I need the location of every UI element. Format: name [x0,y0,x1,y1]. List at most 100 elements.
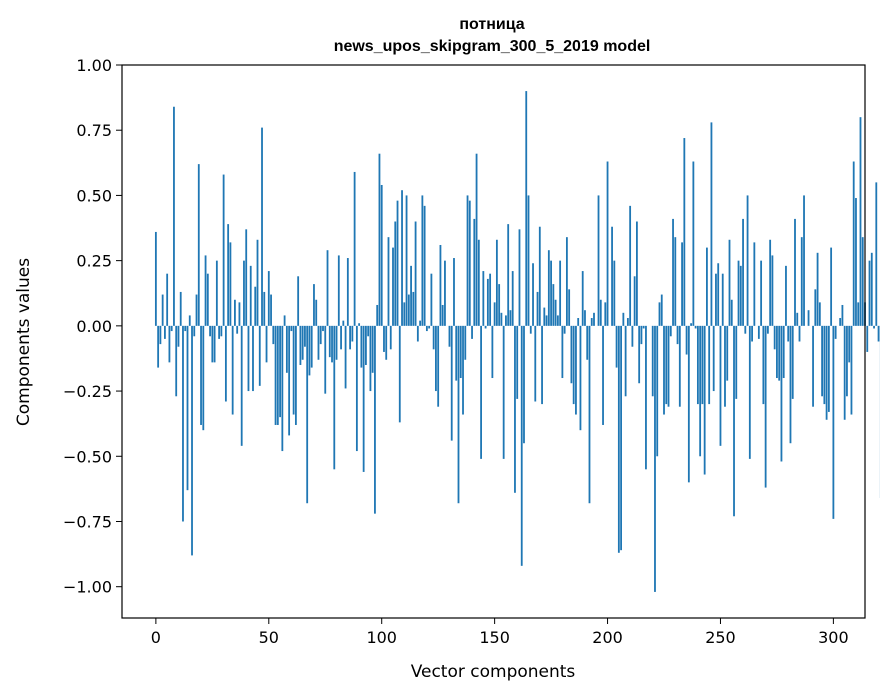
bar-48 [263,291,266,326]
bar-38 [240,325,243,446]
bar-99 [378,153,381,326]
bar-120 [425,325,428,332]
bar-270 [764,325,767,488]
bar-128 [444,260,446,326]
bar-273 [771,255,774,326]
bar-151 [495,239,498,326]
bar-269 [762,325,765,405]
bar-251 [721,273,724,326]
bar-303 [839,318,842,326]
bar-23 [206,273,209,326]
bar-13 [184,325,187,332]
bar-312 [859,117,862,326]
bar-282 [791,325,794,399]
bar-311 [857,302,860,326]
bar-122 [430,273,433,326]
bar-140 [471,325,473,339]
bar-36 [236,325,239,334]
bar-171 [541,325,543,405]
bar-63 [297,276,300,326]
bar-308 [850,325,853,415]
bar-275 [776,325,778,379]
bar-295 [821,325,823,397]
bar-309 [852,161,855,326]
bar-188 [579,325,582,431]
x-tick-label: 0 [151,628,161,647]
y-tick-label: 0.00 [76,317,112,336]
bar-42 [249,265,252,326]
bar-118 [421,195,424,326]
bar-11 [179,291,182,326]
bar-137 [464,325,467,360]
bar-102 [385,325,388,360]
bar-170 [538,226,541,326]
bar-239 [694,325,697,329]
bar-292 [814,289,817,326]
bar-230 [674,237,677,326]
bar-70 [313,284,315,326]
bar-222 [656,325,659,457]
bar-14 [186,325,189,491]
bar-297 [825,325,828,420]
bar-211 [631,325,634,347]
bar-138 [466,195,469,326]
bar-79 [333,325,336,470]
bar-8 [173,106,175,326]
bar-286 [800,237,803,326]
bar-215 [640,325,643,345]
bar-125 [437,325,440,407]
bar-83 [342,320,345,326]
bar-209 [626,318,629,326]
bar-207 [622,312,625,326]
bar-114 [412,291,415,326]
bar-7 [170,325,173,332]
bar-29 [220,325,223,337]
bar-194 [593,312,595,326]
bar-59 [288,325,291,436]
bar-146 [484,325,487,329]
bar-159 [514,325,516,493]
bar-30 [222,174,225,326]
bar-57 [283,315,286,326]
bar-108 [398,325,401,423]
bar-127 [441,304,444,326]
bar-15 [188,315,191,326]
bar-285 [798,325,801,342]
bar-272 [769,239,772,326]
bar-49 [265,325,268,363]
bar-10 [177,325,180,347]
bar-39 [243,260,245,326]
bar-208 [624,325,627,397]
x-tick-label: 300 [818,628,849,647]
bar-164 [525,91,528,326]
bar-109 [401,190,403,326]
bar-165 [527,195,530,326]
bar-185 [572,325,575,405]
bar-249 [717,263,720,326]
bar-287 [803,195,805,326]
bar-175 [550,260,552,326]
bar-37 [238,302,241,326]
bar-153 [500,312,503,326]
bar-248 [715,273,717,326]
bar-299 [830,247,833,326]
bar-224 [660,294,663,326]
bar-167 [532,263,534,326]
bar-202 [611,226,613,326]
bar-223 [658,302,661,326]
bar-131 [450,325,453,441]
y-axis-ticks: −1.00 −0.75 −0.50 −0.25 0.00 0.25 0.50 0.75 1.00 [63,56,122,597]
bar-252 [724,325,726,407]
bar-281 [789,325,792,444]
bar-121 [428,325,431,329]
bar-82 [340,325,342,350]
bar-304 [841,304,844,326]
bar-101 [383,325,385,352]
bar-319 [875,182,878,326]
bar-183 [568,289,571,326]
bar-261 [744,325,747,334]
bar-225 [663,325,665,415]
bar-300 [832,325,835,519]
chart-title: потница [459,16,524,33]
bar-212 [633,276,636,326]
